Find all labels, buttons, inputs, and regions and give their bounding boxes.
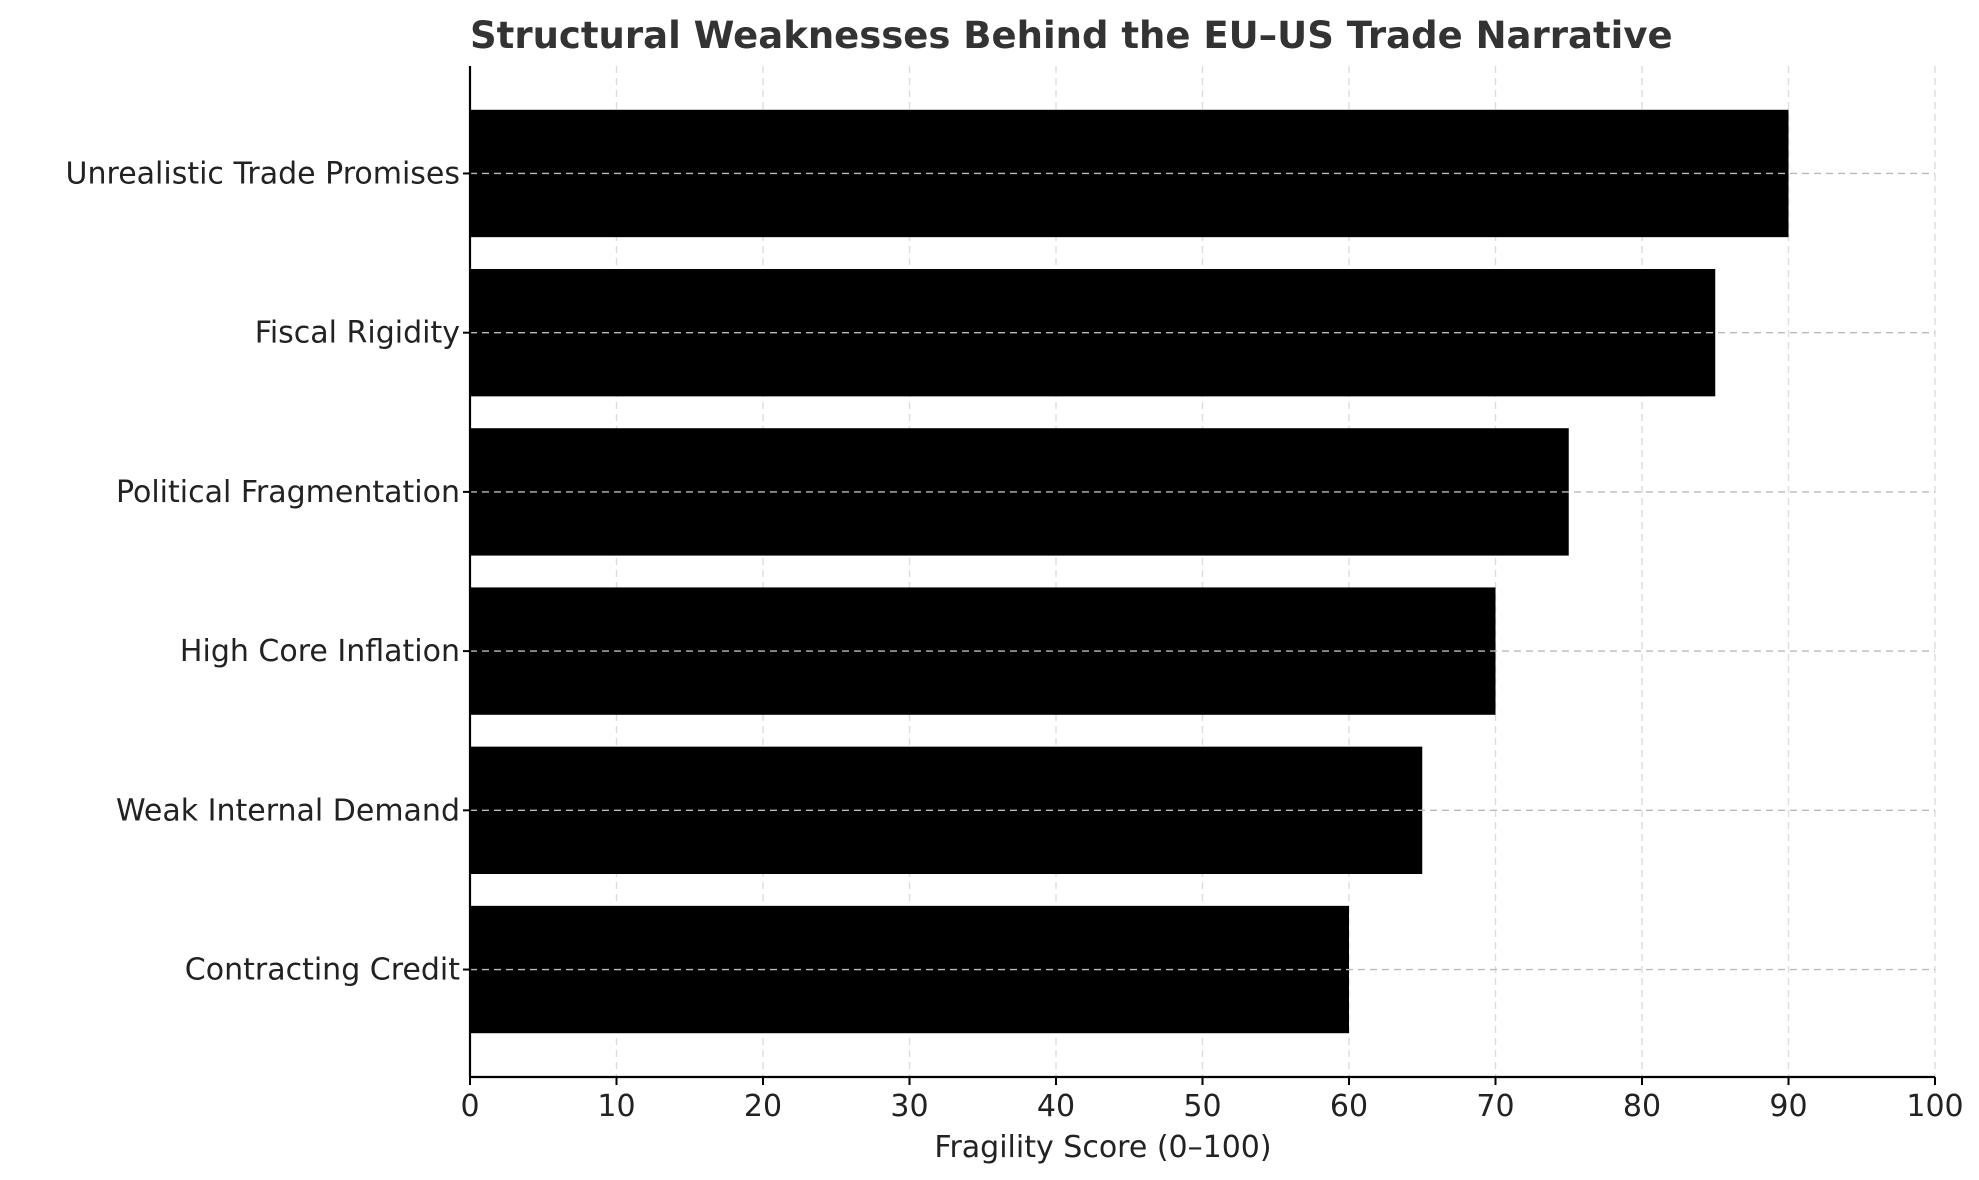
x-tick-label: 100 (1906, 1089, 1963, 1124)
x-tick-label: 10 (597, 1089, 635, 1124)
x-tick-label: 60 (1330, 1089, 1368, 1124)
bars (470, 109, 1789, 1034)
x-tick-label: 20 (744, 1089, 782, 1124)
bar (470, 428, 1569, 556)
x-axis-title: Fragility Score (0–100) (934, 1130, 1271, 1165)
category-label: High Core Inflation (180, 634, 460, 669)
x-tick-label: 50 (1183, 1089, 1221, 1124)
x-tick-label: 80 (1623, 1089, 1661, 1124)
bar (470, 587, 1496, 715)
category-labels: Unrealistic Trade Promises Fiscal Rigidit… (66, 156, 461, 987)
category-label: Fiscal Rigidity (255, 316, 460, 351)
chart-title: Structural Weaknesses Behind the EU–US T… (470, 14, 1673, 57)
category-grid-lines (470, 172, 1935, 971)
x-tick-label: 0 (460, 1089, 479, 1124)
x-tick-label: 90 (1769, 1089, 1807, 1124)
category-label: Weak Internal Demand (116, 793, 460, 828)
category-label: Unrealistic Trade Promises (66, 156, 460, 191)
x-ticks: 0 10 20 30 40 50 60 70 80 90 100 (460, 172, 1964, 1124)
category-label: Contracting Credit (185, 953, 460, 988)
category-label: Political Fragmentation (116, 475, 460, 510)
x-tick-label: 40 (1037, 1089, 1075, 1124)
x-tick-label: 70 (1476, 1089, 1514, 1124)
x-tick-label: 30 (890, 1089, 928, 1124)
